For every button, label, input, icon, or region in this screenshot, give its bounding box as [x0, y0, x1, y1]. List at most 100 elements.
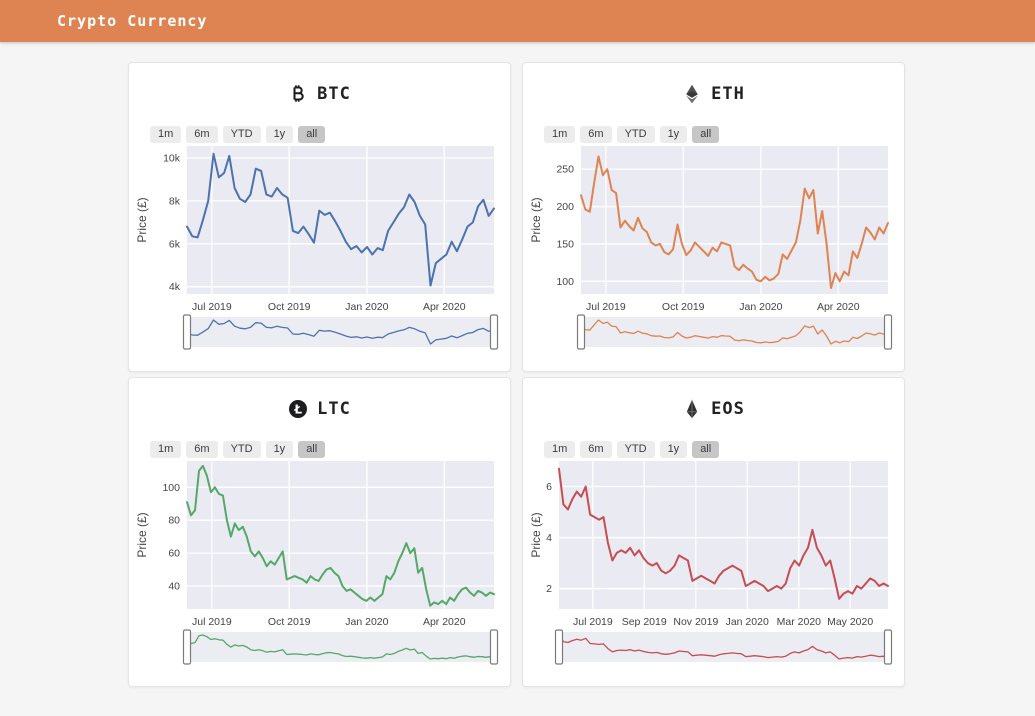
price-chart[interactable]: Jul 2019 Oct 2019 Jan 2020 Apr 2020 4k 6k 8k 10…	[129, 133, 512, 317]
range-button-1y[interactable]: 1y	[265, 441, 294, 458]
eos-icon	[682, 399, 702, 419]
litecoin-icon: Ł	[288, 399, 308, 419]
coin-name: LTC	[317, 399, 351, 419]
price-chart[interactable]: Jul 2019 Sep 2019 Nov 2019 Jan 2020 Mar 2020…	[523, 448, 906, 632]
plot-area[interactable]	[187, 461, 494, 609]
crypto-card-btc: BTC 1m 6m YTD 1y all Jul 2019 Oct 2019 Jan…	[128, 62, 511, 372]
card-title: ETH	[523, 84, 904, 104]
range-button-1m[interactable]: 1m	[150, 441, 182, 458]
y-axis-title: Price (£)	[529, 512, 543, 557]
price-line	[558, 467, 889, 600]
x-tick-label: Mar 2020	[777, 616, 822, 628]
price-chart[interactable]: Jul 2019 Oct 2019 Jan 2020 Apr 2020 100 150 20…	[523, 133, 906, 317]
y-tick-label: 80	[168, 515, 180, 527]
y-tick-label: 100	[556, 276, 574, 288]
range-button-1m[interactable]: 1m	[150, 126, 182, 143]
range-slider-handle-right[interactable]	[883, 314, 893, 350]
x-tick-label: May 2020	[827, 616, 873, 628]
x-tick-label: Oct 2019	[268, 616, 311, 628]
y-tick-label: 6k	[169, 238, 181, 250]
crypto-card-eos: EOS 1m 6m YTD 1y all Jul 2019 Sep 2019 Nov…	[522, 377, 905, 687]
range-slider-track[interactable]	[187, 317, 494, 347]
x-tick-label: Apr 2020	[423, 301, 466, 313]
range-slider-handle-left[interactable]	[554, 629, 564, 665]
y-axis-title: Price (£)	[135, 512, 149, 557]
range-button-1y[interactable]: 1y	[659, 441, 688, 458]
coin-name: ETH	[711, 84, 745, 104]
coin-name: BTC	[317, 84, 351, 104]
app-title: Crypto Currency	[57, 12, 208, 30]
coin-name: EOS	[711, 399, 745, 419]
range-button-1y[interactable]: 1y	[659, 126, 688, 143]
x-tick-label: Jul 2019	[192, 301, 232, 313]
range-button-ytd[interactable]: YTD	[616, 441, 655, 458]
range-slider[interactable]	[523, 313, 906, 353]
range-selector: 1m 6m YTD 1y all	[544, 126, 720, 143]
range-button-all[interactable]: all	[692, 126, 720, 143]
x-tick-label: Oct 2019	[268, 301, 311, 313]
price-line	[186, 152, 495, 287]
x-tick-label: Jan 2020	[345, 301, 388, 313]
plot-area[interactable]	[187, 146, 494, 294]
range-slider-track[interactable]	[559, 632, 888, 662]
card-title: EOS	[523, 399, 904, 419]
x-tick-label: Apr 2020	[423, 616, 466, 628]
range-button-6m[interactable]: 6m	[186, 441, 218, 458]
range-slider-handle-right[interactable]	[883, 629, 893, 665]
range-button-ytd[interactable]: YTD	[616, 126, 655, 143]
x-tick-label: Jul 2019	[573, 616, 613, 628]
range-slider[interactable]	[523, 628, 906, 668]
x-tick-label: Oct 2019	[662, 301, 705, 313]
range-slider-handle-right[interactable]	[489, 629, 499, 665]
y-tick-label: 150	[556, 238, 574, 250]
y-tick-label: 4k	[169, 281, 181, 293]
x-tick-label: Jan 2020	[739, 301, 782, 313]
range-button-6m[interactable]: 6m	[186, 126, 218, 143]
y-tick-label: 8k	[169, 195, 181, 207]
card-title: Ł LTC	[129, 399, 510, 419]
range-selector: 1m 6m YTD 1y all	[544, 441, 720, 458]
crypto-card-eth: ETH 1m 6m YTD 1y all Jul 2019 Oct 2019 Jan…	[522, 62, 905, 372]
x-tick-label: Jan 2020	[345, 616, 388, 628]
range-button-6m[interactable]: 6m	[580, 126, 612, 143]
x-tick-label: Apr 2020	[817, 301, 860, 313]
svg-text:Ł: Ł	[293, 402, 302, 416]
range-button-1m[interactable]: 1m	[544, 126, 576, 143]
range-button-6m[interactable]: 6m	[580, 441, 612, 458]
x-tick-label: Nov 2019	[673, 616, 718, 628]
x-tick-label: Jul 2019	[192, 616, 232, 628]
range-selector: 1m 6m YTD 1y all	[150, 126, 326, 143]
crypto-card-ltc: Ł LTC 1m 6m YTD 1y all Jul 2019 Oct 2019 J…	[128, 377, 511, 687]
price-chart[interactable]: Jul 2019 Oct 2019 Jan 2020 Apr 2020 40 60 80 10…	[129, 448, 512, 632]
range-slider-line	[558, 634, 889, 660]
plot-area[interactable]	[559, 461, 888, 609]
ethereum-icon	[682, 84, 702, 104]
y-tick-label: 6	[546, 481, 552, 493]
x-tick-label: Jul 2019	[586, 301, 626, 313]
range-button-all[interactable]: all	[298, 126, 326, 143]
y-tick-label: 10k	[163, 153, 181, 165]
range-button-all[interactable]: all	[298, 441, 326, 458]
range-selector: 1m 6m YTD 1y all	[150, 441, 326, 458]
range-slider-handle-right[interactable]	[489, 314, 499, 350]
range-slider-track[interactable]	[187, 632, 494, 662]
x-tick-label: Jan 2020	[726, 616, 769, 628]
x-tick-label: Sep 2019	[622, 616, 667, 628]
y-tick-label: 100	[162, 482, 180, 494]
app-header: Crypto Currency	[0, 0, 1035, 42]
range-button-ytd[interactable]: YTD	[222, 441, 261, 458]
range-button-1y[interactable]: 1y	[265, 126, 294, 143]
y-axis-title: Price (£)	[529, 197, 543, 242]
dashboard-grid: BTC 1m 6m YTD 1y all Jul 2019 Oct 2019 Jan…	[128, 62, 905, 687]
range-slider-handle-left[interactable]	[576, 314, 586, 350]
range-button-all[interactable]: all	[692, 441, 720, 458]
plot-area[interactable]	[581, 146, 888, 294]
range-slider[interactable]	[129, 313, 512, 353]
range-slider[interactable]	[129, 628, 512, 668]
range-slider-handle-left[interactable]	[182, 629, 192, 665]
y-tick-label: 4	[546, 532, 552, 544]
y-tick-label: 60	[168, 548, 180, 560]
range-button-ytd[interactable]: YTD	[222, 126, 261, 143]
range-slider-handle-left[interactable]	[182, 314, 192, 350]
range-button-1m[interactable]: 1m	[544, 441, 576, 458]
